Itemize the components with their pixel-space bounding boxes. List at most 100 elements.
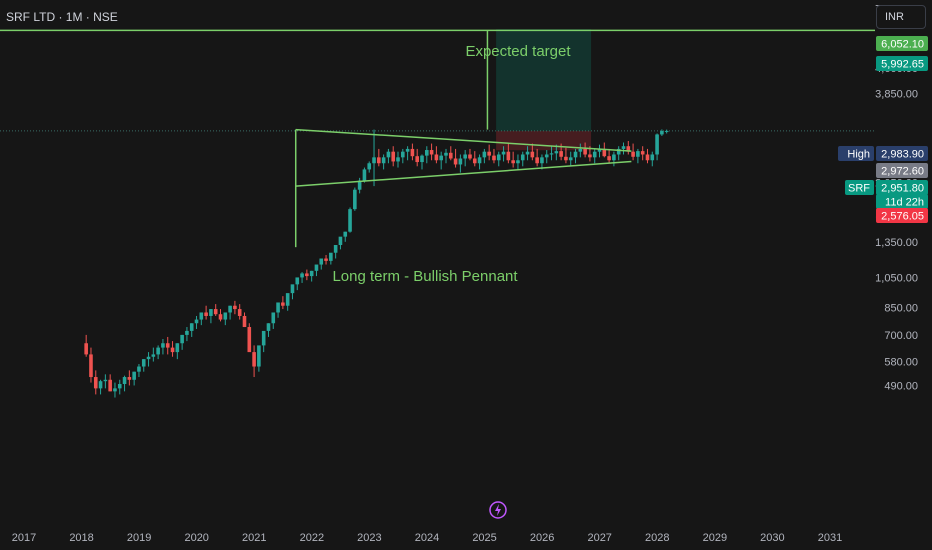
candle-body [84,343,88,355]
candle-body [89,354,93,378]
candle-body [496,154,501,161]
price-label-name: SRF [848,183,870,195]
candle-body [410,148,415,157]
candle-body [568,157,573,161]
candle-body [439,155,443,161]
candle-body [511,160,515,164]
candle-body [117,384,122,389]
candle-body [300,273,304,278]
price-label-tag [838,146,874,161]
candle-body [458,158,463,165]
lightning-icon [489,501,507,519]
x-tick-label: 2027 [587,532,611,544]
x-tick-label: 2019 [127,532,151,544]
price-label-box [876,56,928,71]
price-label-box [876,208,928,223]
candle-body [271,312,276,324]
price-label-tag [845,180,874,195]
candle-body [645,154,650,161]
candle-body [588,154,592,158]
candle-body [482,151,487,158]
price-label-box [876,180,928,195]
x-tick-label: 2028 [645,532,669,544]
candle-body [391,151,396,162]
price-label-value: 2,972.60 [881,166,924,178]
candle-body [429,150,434,155]
candle-body [660,131,664,135]
candle-body [161,343,165,348]
candle-body [401,151,405,158]
candle-body [477,157,482,164]
candle-body [544,154,549,158]
candle-body [472,158,477,164]
candle-body [266,323,271,331]
candle-body [468,154,472,159]
y-tick-label: 490.00 [884,380,918,392]
candle-body [213,309,218,315]
candle-body [424,150,429,156]
y-tick-label: 1,350.00 [875,237,918,249]
candle-body [636,151,640,157]
candle-body [93,377,98,389]
x-tick-label: 2017 [12,532,36,544]
candle-body [415,156,420,163]
candle-body [434,154,439,161]
price-label-value: 2,576.05 [881,211,924,223]
candle-body [420,155,424,163]
x-tick-label: 2030 [760,532,784,544]
candle-body [448,152,453,159]
y-tick-label: 3,850.00 [875,88,918,100]
y-tick-label: 700.00 [884,330,918,342]
candle-body [257,345,261,367]
candle-body [492,155,496,161]
candle-body [453,158,458,165]
candle-body [616,148,621,155]
candle-body [525,151,530,155]
candle-body [372,157,376,164]
candle-body [564,156,568,161]
price-label-value: 5,992.65 [881,59,924,71]
x-tick-label: 2021 [242,532,266,544]
candle-body [209,309,213,316]
loss-zone [496,130,592,151]
candle-body [655,134,659,155]
candle-body [329,252,333,261]
candle-body [185,330,189,335]
candle-body [319,258,324,265]
candle-body [189,323,194,331]
x-tick-label: 2024 [415,532,439,544]
candle-body [204,312,208,316]
candle-body [405,148,410,152]
price-label-value: 2,983.90 [881,149,924,161]
candle-body [261,330,266,346]
candle-body [194,319,199,324]
candle-body [444,152,448,156]
candle-body [137,366,141,372]
price-label-box [876,36,928,51]
y-tick-label: 1,050.00 [875,272,918,284]
candle-body [607,156,611,161]
candle-body [170,347,175,353]
candle-body [530,151,535,158]
candle-body [113,388,117,392]
candle-body [218,314,223,320]
currency-button[interactable]: INR [876,5,926,29]
candle-body [463,154,467,159]
lightning-bolt [495,504,501,516]
candle-body [357,180,362,190]
candle-body [180,334,184,344]
candle-body [314,264,319,271]
x-tick-label: 2023 [357,532,381,544]
candle-body [141,359,146,367]
candle-body [108,379,112,392]
candle-body [621,146,626,149]
candle-body [295,277,300,285]
candle-body [396,157,400,162]
x-tick-label: 2031 [818,532,842,544]
price-label-box [876,194,928,209]
candle-body [353,189,357,210]
price-label-value: 11d 22h [885,197,924,209]
candle-body [223,312,228,320]
candle-body [381,157,386,164]
